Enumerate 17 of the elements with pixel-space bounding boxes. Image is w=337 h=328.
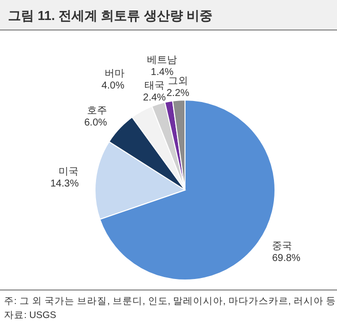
data-label: 2.4% [143,92,166,104]
slice-label: 중국 [272,241,292,252]
slice-label: 호주 [87,106,108,117]
text: 주: 그 외 국가는 브라질, 브룬디, 인도, 말레이시아, 마다가스카르, 러시아 등 [4,296,336,307]
data-label: 4.0% [102,80,124,92]
slice-label: 그외 [168,76,188,88]
slice-label: 버마 [104,68,124,80]
data-label: 69.8% [272,253,301,264]
slice-label: 베트남 [147,55,178,66]
data-label: 1.4% [150,67,174,78]
data-label: 2.2% [166,88,190,100]
slice-label: 태국 [144,80,164,92]
slice-label: 미국 [58,166,79,178]
chart-title: 그림 11. 전세계 희토류 생산량 비중 [8,8,212,23]
data-label: 14.3% [50,178,79,190]
text: 자료: USGS [4,310,56,321]
data-label: 6.0% [84,118,108,129]
